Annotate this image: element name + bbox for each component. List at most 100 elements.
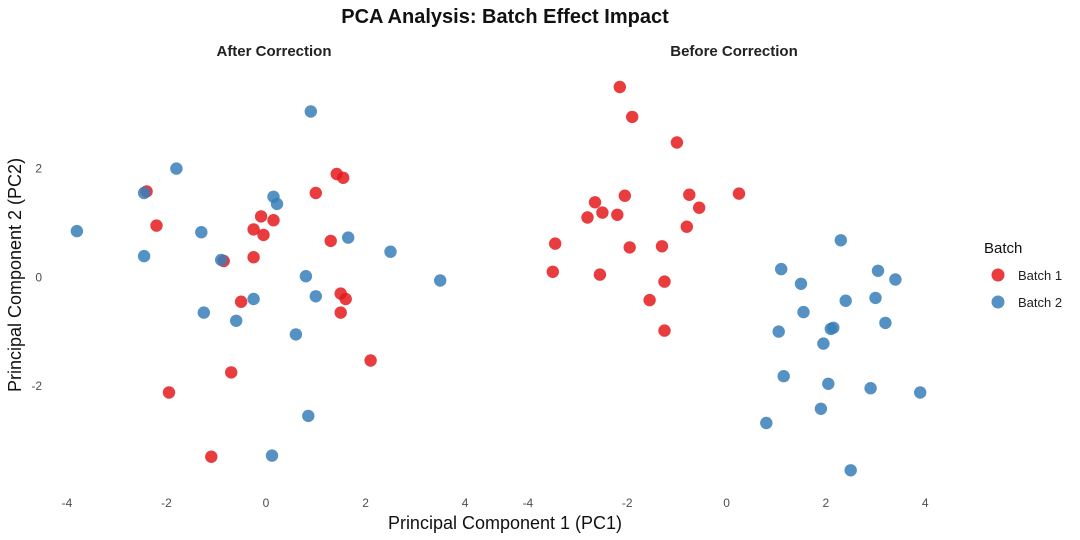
point-batch-1 [588,196,602,209]
legend-swatch-batch-2 [991,295,1005,309]
point-batch-2 [230,314,243,327]
point-batch-1 [626,110,639,124]
point-batch-2 [814,402,828,415]
x-tick-label: 2 [362,496,369,510]
point-batch-2 [137,249,151,263]
point-batch-1 [683,188,696,201]
point-batch-2 [824,322,837,336]
point-batch-1 [364,354,377,367]
point-batch-2 [822,377,835,390]
point-batch-2 [309,290,322,303]
y-tick-label: 0 [35,270,42,284]
point-batch-1 [613,80,626,94]
x-tick-label: 2 [823,496,830,510]
point-batch-2 [772,325,785,338]
facet-title-after: After Correction [216,43,331,60]
point-batch-2 [270,197,284,211]
point-batch-1 [254,210,268,223]
point-batch-1 [334,306,347,319]
y-tick-label: -2 [31,379,42,393]
point-batch-1 [643,293,656,307]
point-batch-2 [265,449,279,462]
x-tick-label: -2 [622,496,633,510]
point-batch-2 [914,386,927,399]
y-axis-label: Principal Component 2 (PC2) [5,158,25,392]
point-batch-1 [339,292,352,306]
point-batch-2 [247,292,260,306]
point-batch-1 [618,189,631,202]
point-batch-1 [549,237,562,250]
point-batch-1 [267,214,280,227]
point-batch-2 [384,245,397,258]
point-batch-2 [839,294,852,307]
point-batch-2 [195,226,208,239]
facet-title-before: Before Correction [670,43,798,60]
x-tick-label: 0 [263,496,270,510]
point-batch-2 [304,105,317,118]
legend-title: Batch [984,240,1022,257]
point-batch-2 [817,337,830,350]
x-tick-label: -4 [62,496,73,510]
point-batch-1 [611,208,624,221]
point-batch-2 [844,464,857,477]
point-batch-2 [137,186,151,200]
point-batch-1 [693,201,706,214]
point-batch-1 [623,241,636,254]
x-tick-label: 0 [723,496,730,510]
point-batch-2 [889,273,902,286]
point-batch-2 [775,262,788,276]
point-batch-2 [70,224,84,238]
point-batch-1 [257,228,270,242]
legend-label-batch-1: Batch 1 [1018,268,1062,283]
point-batch-1 [581,211,594,224]
point-batch-1 [234,295,248,308]
y-axis-ticks: -2 0 2 [31,162,42,393]
point-batch-1 [732,187,746,200]
panel-after-correction: -4 -2 0 2 4 [62,105,469,510]
point-batch-2 [794,277,808,290]
point-batch-2 [342,231,355,244]
chart-title: PCA Analysis: Batch Effect Impact [341,6,669,28]
point-batch-2 [864,382,877,395]
y-tick-label: 2 [35,162,42,176]
point-batch-2 [834,234,847,247]
point-batch-1 [309,186,322,200]
point-batch-2 [869,291,882,305]
point-batch-1 [546,265,559,278]
point-batch-1 [670,136,684,149]
x-tick-label: -2 [161,496,172,510]
point-batch-1 [150,219,163,232]
point-batch-2 [289,328,303,341]
point-batch-2 [215,253,228,267]
point-batch-1 [658,324,671,337]
point-batch-1 [225,366,238,379]
x-axis-label: Principal Component 1 (PC1) [388,513,622,533]
x-tick-label: 4 [922,496,929,510]
point-batch-2 [797,305,810,319]
point-batch-2 [879,316,892,330]
point-batch-2 [760,416,773,430]
point-batch-1 [680,220,693,233]
point-batch-1 [324,234,337,248]
point-batch-2 [299,270,313,283]
legend-swatch-batch-1 [991,268,1005,282]
point-batch-2 [170,162,183,175]
x-tick-label: 4 [462,496,469,510]
legend: Batch Batch 1 Batch 2 [984,240,1062,310]
point-batch-1 [205,450,218,463]
point-batch-1 [658,275,671,288]
legend-label-batch-2: Batch 2 [1018,295,1062,310]
point-batch-2 [197,306,210,319]
point-batch-1 [655,240,669,253]
point-batch-1 [337,171,350,184]
panel-before-correction: -4 -2 0 2 4 [523,80,929,510]
point-batch-1 [593,268,607,281]
x-tick-label: -4 [523,496,534,510]
point-batch-1 [162,386,176,399]
point-batch-2 [871,264,885,277]
point-batch-2 [777,370,790,383]
point-batch-1 [596,206,609,219]
point-batch-1 [247,223,260,236]
point-batch-2 [302,409,315,423]
